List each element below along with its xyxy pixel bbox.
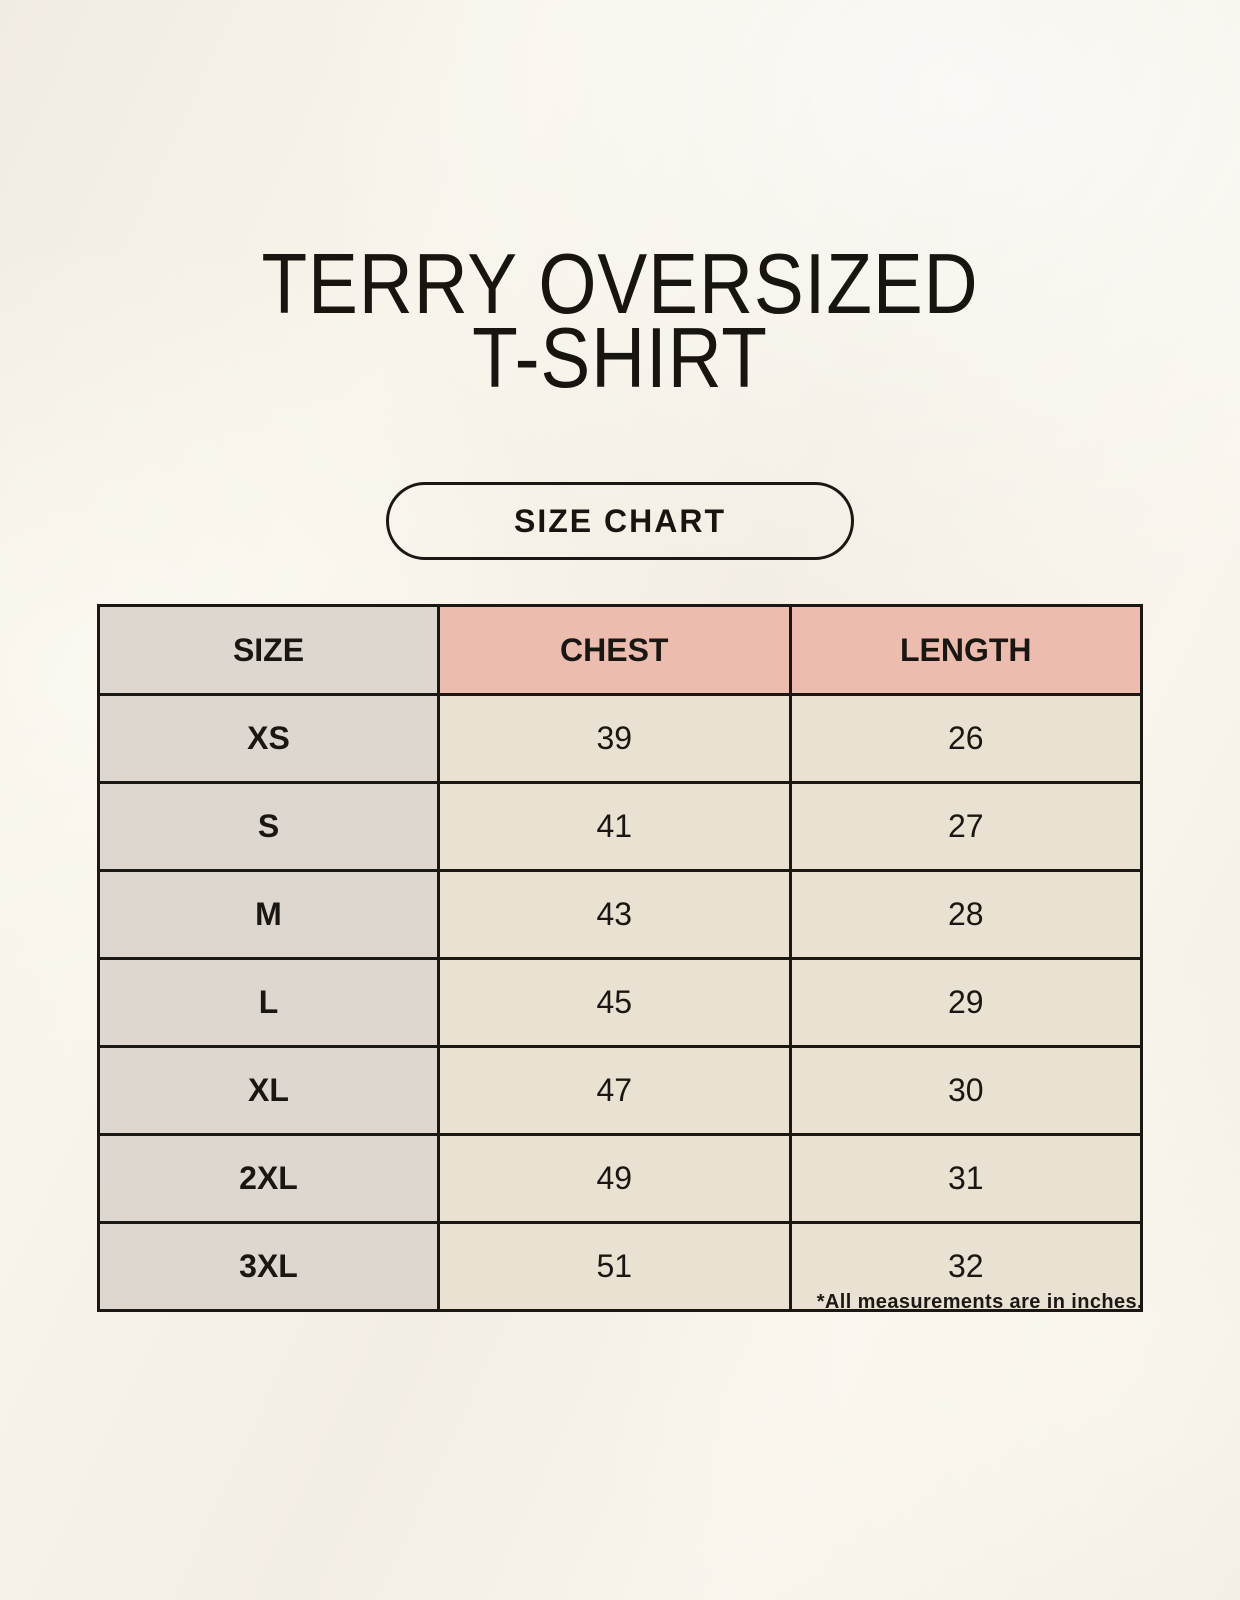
size-cell: 3XL	[97, 1221, 440, 1312]
measurement-note: *All measurements are in inches.	[816, 1291, 1143, 1313]
table-row: M 43 28	[97, 869, 1143, 960]
length-cell: 30	[788, 1045, 1143, 1136]
length-cell: 28	[788, 869, 1143, 960]
column-header-chest: CHEST	[437, 604, 792, 696]
size-chart-table: SIZE CHEST LENGTH XS 39 26 S 41 27 M 43 …	[97, 604, 1143, 1312]
table-row: XS 39 26	[97, 693, 1143, 784]
chest-cell: 51	[437, 1221, 792, 1312]
table-row: 3XL 51 32	[97, 1221, 1143, 1312]
page-title-line-2: T-SHIRT	[472, 311, 768, 406]
chest-cell: 41	[437, 781, 792, 872]
chest-cell: 47	[437, 1045, 792, 1136]
size-cell: M	[97, 869, 440, 960]
table-row: 2XL 49 31	[97, 1133, 1143, 1224]
chest-cell: 49	[437, 1133, 792, 1224]
length-cell: 31	[788, 1133, 1143, 1224]
table-row: XL 47 30	[97, 1045, 1143, 1136]
size-chart-button[interactable]: SIZE CHART	[386, 482, 854, 560]
length-cell: 26	[788, 693, 1143, 784]
table-row: L 45 29	[97, 957, 1143, 1048]
size-chart-button-label: SIZE CHART	[514, 502, 726, 539]
size-cell: S	[97, 781, 440, 872]
length-cell: 32	[788, 1221, 1143, 1312]
size-cell: L	[97, 957, 440, 1048]
page-title: TERRY OVERSIZED T-SHIRT	[74, 237, 1165, 406]
length-cell: 29	[788, 957, 1143, 1048]
page-title-line-1: TERRY OVERSIZED	[261, 237, 979, 332]
length-cell: 27	[788, 781, 1143, 872]
size-cell: XS	[97, 693, 440, 784]
table-row: S 41 27	[97, 781, 1143, 872]
column-header-size: SIZE	[97, 604, 440, 696]
chest-cell: 39	[437, 693, 792, 784]
column-header-length: LENGTH	[788, 604, 1143, 696]
chest-cell: 45	[437, 957, 792, 1048]
table-header-row: SIZE CHEST LENGTH	[97, 604, 1143, 696]
size-cell: 2XL	[97, 1133, 440, 1224]
chest-cell: 43	[437, 869, 792, 960]
size-cell: XL	[97, 1045, 440, 1136]
